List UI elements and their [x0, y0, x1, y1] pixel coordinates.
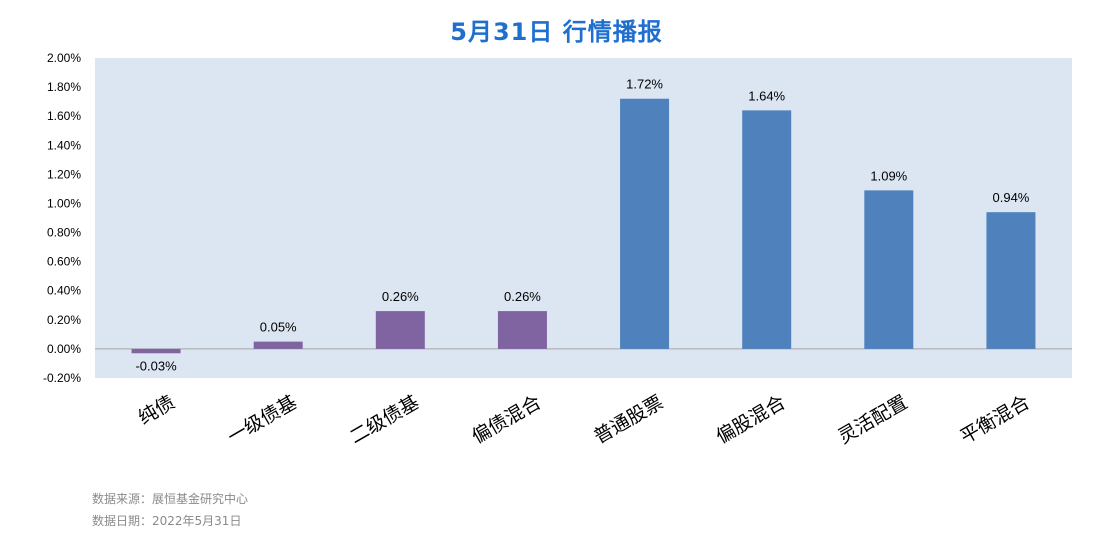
data-label: 1.09% [870, 168, 907, 183]
x-tick-label: 纯债 [135, 391, 179, 429]
y-tick-label: 1.00% [47, 196, 81, 210]
y-tick-label: 0.40% [47, 284, 81, 298]
data-labels: -0.03% 0.05% 0.26% 0.26% 1.72% 1.64% 1.09% 0.94… [135, 77, 1029, 374]
y-tick-label: -0.20% [43, 371, 81, 385]
bar-chart: 2.00% 1.80% 1.60% 1.40% 1.20% 1.00% 0.80% 0.60%… [43, 51, 1072, 448]
y-tick-label: 1.80% [47, 80, 81, 94]
data-label: 0.26% [504, 289, 541, 304]
bar [375, 311, 425, 349]
x-axis: 纯债 一级债基 二级债基 偏债混合 普通股票 偏股混合 灵活配置 平衡混合 [135, 391, 1034, 448]
data-label: 0.26% [382, 289, 419, 304]
x-tick-label: 偏债混合 [468, 391, 545, 448]
bar [620, 98, 670, 349]
bar [131, 348, 181, 354]
x-tick-label: 偏股混合 [712, 391, 789, 448]
bars [131, 98, 1036, 354]
y-tick-label: 0.60% [47, 255, 81, 269]
data-label: -0.03% [135, 358, 177, 373]
bar [864, 190, 914, 349]
bar [986, 212, 1036, 349]
x-tick-label: 二级债基 [346, 391, 423, 448]
date-note: 数据日期：2022年5月31日 [92, 514, 242, 528]
plot-area [95, 58, 1072, 378]
y-tick-label: 1.20% [47, 167, 81, 181]
x-tick-label: 普通股票 [590, 391, 667, 448]
chart-title: 5月31日 行情播报 [450, 18, 663, 46]
bar [253, 341, 303, 349]
y-axis: 2.00% 1.80% 1.60% 1.40% 1.20% 1.00% 0.80% 0.60%… [43, 51, 81, 385]
source-note: 数据来源：展恒基金研究中心 [92, 492, 249, 506]
data-label: 0.94% [993, 190, 1030, 205]
x-tick-label: 一级债基 [224, 391, 301, 448]
y-tick-label: 0.00% [47, 342, 81, 356]
x-tick-label: 灵活配置 [834, 391, 911, 448]
y-tick-label: 1.40% [47, 138, 81, 152]
bar [742, 110, 792, 349]
x-tick-label: 平衡混合 [957, 391, 1034, 448]
data-label: 1.72% [626, 77, 663, 92]
data-label: 0.05% [260, 320, 297, 335]
data-label: 1.64% [748, 88, 785, 103]
y-tick-label: 2.00% [47, 51, 81, 65]
y-tick-label: 0.80% [47, 226, 81, 240]
bar [497, 311, 547, 349]
y-tick-label: 0.20% [47, 313, 81, 327]
y-tick-label: 1.60% [47, 109, 81, 123]
